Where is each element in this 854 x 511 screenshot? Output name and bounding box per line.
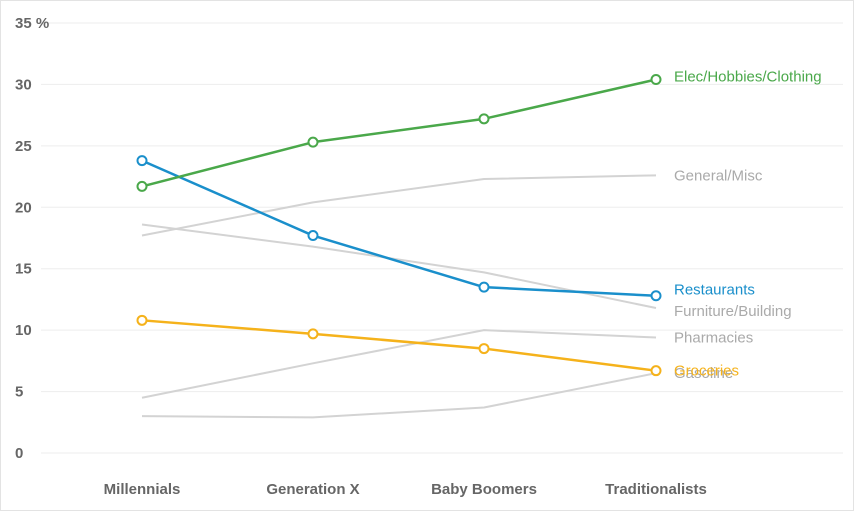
data-point-elec-hobbies-clothing: [478, 113, 490, 125]
data-point-elec-hobbies-clothing: [307, 136, 319, 148]
series-line-general-misc: [141, 174, 657, 237]
data-point-restaurants: [136, 155, 148, 167]
data-point-groceries: [478, 343, 490, 355]
series-line-elec-hobbies-clothing: [141, 78, 657, 188]
y-axis-ticks: 0 5 10 15 20 25 30 35 %: [15, 15, 49, 462]
x-category-label: Baby Boomers: [431, 481, 537, 498]
data-point-groceries: [650, 365, 662, 377]
y-tick-label: 20: [15, 199, 32, 216]
data-point-restaurants: [478, 281, 490, 293]
x-category-label: Millennials: [104, 481, 181, 498]
data-point-groceries: [136, 314, 148, 326]
y-tick-label: 30: [15, 76, 32, 93]
series-label-pharmacies: Pharmacies: [674, 330, 753, 347]
gridlines: [41, 22, 843, 454]
x-category-label: Generation X: [266, 481, 359, 498]
x-category-label: Traditionalists: [605, 481, 707, 498]
series-line-gasoline: [141, 372, 657, 419]
series-label-furniture-building: Furniture/Building: [674, 303, 792, 320]
data-point-groceries: [307, 328, 319, 340]
series-labels: General/Misc Furniture/Building Pharmacies…: [674, 69, 822, 383]
y-tick-label: 10: [15, 322, 32, 339]
data-point-restaurants: [307, 230, 319, 242]
y-tick-label: 0: [15, 445, 23, 462]
y-tick-label: 25: [15, 138, 32, 155]
series-lines: [136, 74, 662, 419]
data-point-restaurants: [650, 290, 662, 302]
series-label-general-misc: General/Misc: [674, 167, 763, 184]
data-point-elec-hobbies-clothing: [136, 180, 148, 192]
x-axis-categories: Millennials Generation X Baby Boomers Tradi…: [104, 481, 707, 498]
series-label-elec-hobbies-clothing: Elec/Hobbies/Clothing: [674, 69, 822, 86]
series-label-groceries: Groceries: [674, 363, 739, 380]
y-tick-label: 15: [15, 261, 32, 278]
series-line-restaurants: [141, 159, 657, 297]
series-line-pharmacies: [141, 329, 657, 399]
series-label-restaurants: Restaurants: [674, 282, 755, 299]
series-line-groceries: [141, 319, 657, 372]
series-line-furniture-building: [141, 223, 657, 310]
data-point-elec-hobbies-clothing: [650, 74, 662, 86]
y-tick-label: 5: [15, 384, 23, 401]
y-tick-label: 35 %: [15, 15, 49, 32]
series-label-gasoline: Gasoline: [674, 365, 733, 382]
